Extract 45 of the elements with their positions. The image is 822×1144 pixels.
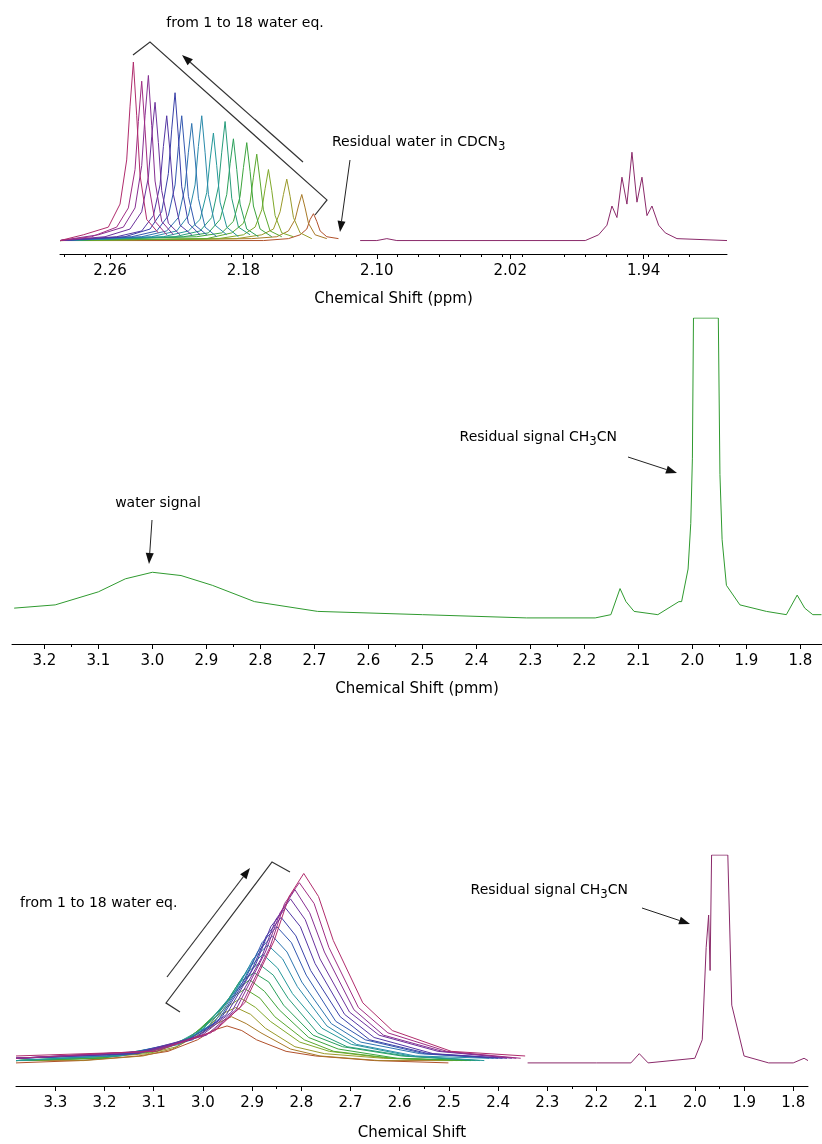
annotation: water signal: [115, 493, 201, 511]
x-tick-label: 2.8: [289, 1092, 314, 1111]
annotation: Residual signal CH$_{3}$CN: [459, 428, 617, 448]
x-tick-label: 2.1: [633, 1092, 658, 1111]
x-tick-label: 3.1: [86, 650, 111, 669]
x-tick-label: 3.3: [43, 1092, 68, 1111]
x-tick-label: 2.4: [486, 1092, 511, 1111]
x-tick-label: 2.10: [360, 260, 394, 279]
x-tick-label: 1.94: [626, 260, 661, 279]
x-tick-label: 3.2: [92, 1092, 117, 1111]
x-tick-label: 2.2: [572, 650, 597, 669]
x-tick-label: 2.4: [464, 650, 489, 669]
x-tick-label: 2.6: [387, 1092, 412, 1111]
x-tick-label: 1.8: [781, 1092, 806, 1111]
x-tick-label: 2.5: [436, 1092, 461, 1111]
x-tick-label: 1.9: [732, 1092, 756, 1111]
x-tick-label: 2.0: [680, 650, 705, 669]
x-axis-title: Chemical Shift: [357, 1122, 467, 1141]
annotation: Residual signal CH$_{3}$CN: [470, 881, 628, 901]
x-tick-label: 1.9: [734, 650, 759, 669]
x-tick-label: 2.3: [535, 1092, 560, 1111]
x-tick-label: 2.0: [682, 1092, 707, 1111]
x-tick-label: 3.0: [140, 650, 165, 669]
x-tick-label: 2.3: [518, 650, 543, 669]
x-tick-label: 2.6: [356, 650, 381, 669]
x-tick-label: 2.7: [338, 1092, 363, 1111]
x-tick-label: 2.2: [584, 1092, 609, 1111]
annotation: from 1 to 18 water eq.: [20, 893, 178, 911]
x-tick-label: 2.5: [410, 650, 435, 669]
x-tick-label: 2.1: [626, 650, 651, 669]
x-tick-label: 2.26: [93, 260, 127, 279]
x-tick-label: 2.9: [194, 650, 219, 669]
annotation: Residual water in CDCN$_{3}$: [332, 133, 506, 153]
x-tick-label: 2.8: [248, 650, 273, 669]
x-tick-label: 1.8: [788, 650, 813, 669]
text: from 1 to 18 water eq.: [166, 13, 324, 31]
x-tick-label: 2.02: [493, 260, 527, 279]
x-axis-title: Chemical Shift (pmm): [335, 678, 499, 697]
x-tick-label: 2.7: [302, 650, 327, 669]
x-tick-label: 3.0: [191, 1092, 215, 1111]
x-tick-label: 2.9: [240, 1092, 265, 1111]
x-tick-label: 3.1: [141, 1092, 166, 1111]
x-tick-label: 3.2: [32, 650, 57, 669]
x-tick-label: 2.18: [226, 260, 261, 279]
x-axis-title: Chemical Shift (ppm): [314, 288, 473, 307]
